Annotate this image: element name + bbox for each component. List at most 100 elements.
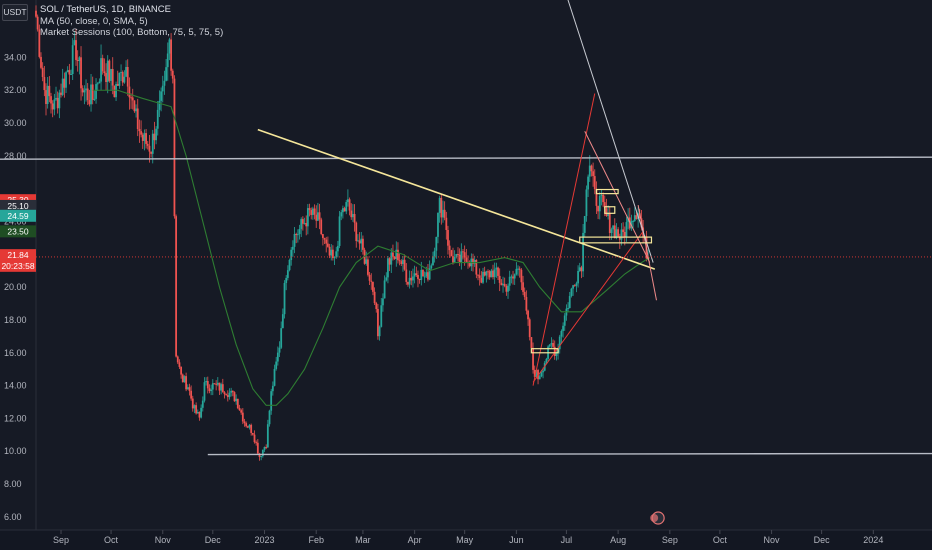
candle-down bbox=[480, 271, 483, 284]
candle-body bbox=[348, 199, 351, 211]
candle-body bbox=[213, 383, 216, 385]
candle-body bbox=[73, 40, 76, 46]
candle-body bbox=[161, 85, 164, 92]
candle-down bbox=[613, 218, 616, 239]
candle-down bbox=[622, 222, 625, 239]
candle-down bbox=[530, 337, 533, 350]
candle-up bbox=[46, 76, 49, 109]
candle-body bbox=[206, 381, 209, 389]
candle-body bbox=[233, 392, 236, 402]
candle-body bbox=[331, 249, 334, 259]
candle-body bbox=[83, 90, 86, 93]
candle-down bbox=[377, 303, 379, 340]
candle-up bbox=[347, 189, 349, 207]
candle-body bbox=[375, 303, 378, 309]
candle-body bbox=[241, 412, 244, 422]
candle-up bbox=[260, 455, 263, 461]
candle-body bbox=[123, 76, 126, 83]
candle-down bbox=[245, 421, 248, 428]
candle-down bbox=[221, 378, 224, 393]
candle-body bbox=[352, 213, 354, 218]
candle-body bbox=[608, 213, 611, 233]
candle-body bbox=[418, 278, 421, 280]
candle-down bbox=[305, 215, 308, 236]
candle-body bbox=[43, 77, 46, 91]
candle-down bbox=[505, 284, 508, 296]
sessions-legend[interactable]: Market Sessions (100, Bottom, 75, 5, 75,… bbox=[40, 27, 224, 38]
candle-up bbox=[120, 64, 122, 82]
candle-body bbox=[508, 276, 511, 286]
candle-body bbox=[500, 282, 503, 286]
candle-down bbox=[215, 380, 218, 391]
candle-up bbox=[125, 60, 127, 78]
candle-body bbox=[91, 84, 94, 100]
candle-body bbox=[328, 246, 331, 256]
ma-legend[interactable]: MA (50, close, 0, SMA, 5) bbox=[40, 15, 148, 27]
candle-down bbox=[256, 439, 259, 455]
candle-body bbox=[243, 421, 246, 424]
currency-button[interactable]: USDT bbox=[2, 4, 28, 21]
candle-down bbox=[350, 203, 353, 220]
candle-up bbox=[261, 449, 264, 458]
candle-up bbox=[303, 217, 306, 225]
candle-body bbox=[300, 219, 303, 229]
candle-body bbox=[362, 238, 364, 250]
support-level-line bbox=[207, 452, 932, 456]
candle-down bbox=[518, 266, 521, 278]
candle-down bbox=[528, 317, 531, 341]
candle-up bbox=[280, 321, 283, 349]
candle-body bbox=[570, 288, 573, 297]
candle-up bbox=[495, 262, 498, 278]
candle-body bbox=[545, 358, 548, 363]
candle-down bbox=[602, 192, 605, 207]
candle-body bbox=[530, 337, 533, 349]
candle-up bbox=[161, 75, 164, 103]
candle-body bbox=[298, 228, 301, 235]
candle-down bbox=[76, 50, 79, 72]
candle-up bbox=[183, 375, 186, 383]
candle-body bbox=[248, 424, 251, 428]
candle-body bbox=[336, 245, 339, 252]
candle-body bbox=[370, 280, 373, 282]
candle-up bbox=[135, 104, 137, 118]
candle-body bbox=[343, 208, 346, 212]
candle-body bbox=[558, 336, 561, 350]
candle-body bbox=[295, 233, 298, 235]
candle-body bbox=[196, 411, 199, 414]
candle-body bbox=[135, 108, 137, 112]
candle-body bbox=[111, 69, 114, 86]
candle-up bbox=[513, 273, 516, 286]
candle-body bbox=[96, 83, 99, 85]
candle-up bbox=[577, 265, 579, 288]
candle-body bbox=[106, 60, 109, 83]
candle-body bbox=[632, 220, 635, 222]
candle-body bbox=[36, 16, 39, 30]
candle-body bbox=[125, 66, 127, 77]
candle-body bbox=[296, 234, 299, 236]
candle-body bbox=[585, 189, 588, 217]
candle-body bbox=[146, 143, 149, 146]
candle-down bbox=[462, 248, 464, 260]
candle-body bbox=[221, 384, 224, 393]
candle-body bbox=[61, 78, 64, 95]
price-marker-label: 24.59 bbox=[7, 211, 29, 221]
candle-body bbox=[367, 259, 369, 275]
candle-body bbox=[158, 100, 161, 110]
candle-body bbox=[347, 199, 349, 203]
candle-body bbox=[93, 98, 96, 100]
candle-up bbox=[288, 258, 291, 272]
candle-body bbox=[303, 223, 306, 225]
candle-up bbox=[201, 396, 204, 412]
candle-body bbox=[121, 72, 124, 83]
candle-body bbox=[515, 268, 518, 275]
symbol-legend[interactable]: SOL / TetherUS, 1D, BINANCE bbox=[40, 4, 171, 15]
candle-up bbox=[455, 253, 458, 259]
candle-body bbox=[388, 258, 391, 265]
candle-body bbox=[323, 237, 326, 240]
candle-down bbox=[392, 244, 394, 261]
candle-body bbox=[308, 208, 311, 211]
candle-body bbox=[66, 70, 69, 73]
candle-up bbox=[230, 387, 233, 397]
price-marker-label: 25.10 bbox=[7, 201, 29, 211]
